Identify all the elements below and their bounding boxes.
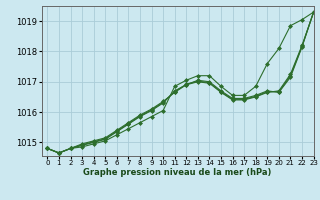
X-axis label: Graphe pression niveau de la mer (hPa): Graphe pression niveau de la mer (hPa)	[84, 168, 272, 177]
